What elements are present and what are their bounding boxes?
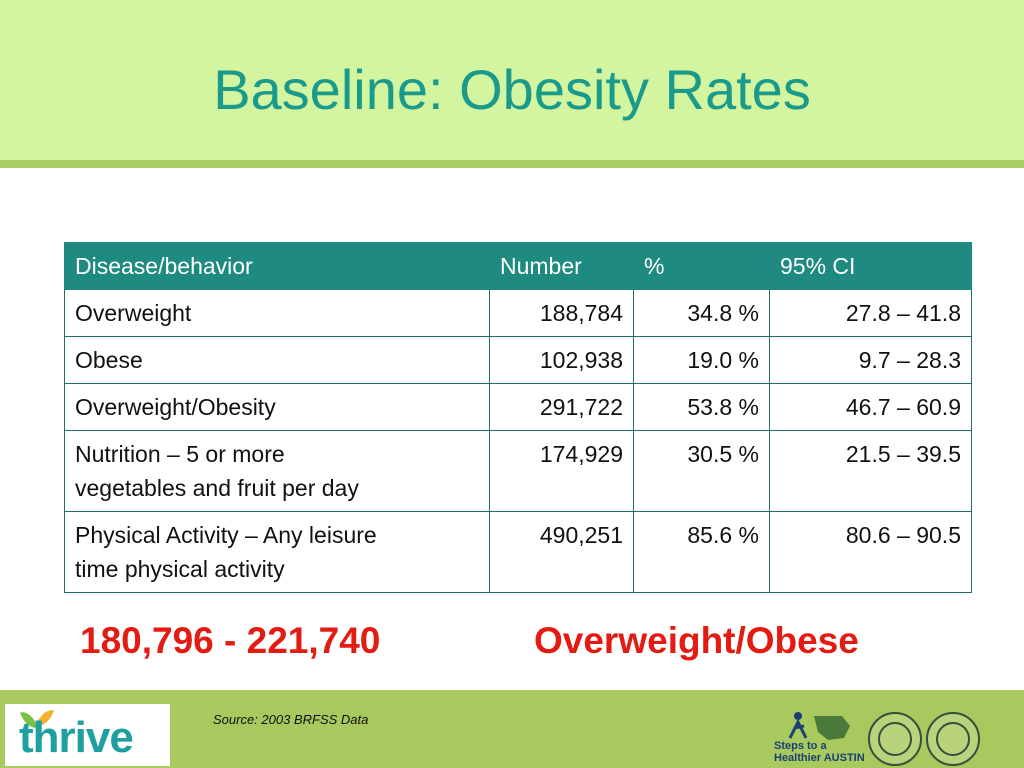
table-row: Overweight 188,784 34.8 % 27.8 – 41.8: [64, 289, 972, 337]
source-note: Source: 2003 BRFSS Data: [213, 712, 369, 727]
footer-band: [0, 690, 1024, 768]
summary-label: Overweight/Obese: [534, 620, 859, 661]
city-seal-icon: [868, 712, 922, 766]
row-label-line: Nutrition – 5 or more: [75, 441, 285, 467]
row-label: Nutrition – 5 or more vegetables and fru…: [64, 430, 490, 512]
row-percent: 85.6 %: [633, 511, 770, 593]
logo-wordmark: thrive: [19, 713, 134, 762]
steps-logo-text: Steps to a Healthier AUSTIN: [774, 740, 865, 764]
slide-title: Baseline: Obesity Rates: [213, 58, 811, 121]
row-label: Overweight: [64, 289, 490, 337]
row-number: 291,722: [489, 383, 634, 431]
row-label: Obese: [64, 336, 490, 384]
row-percent: 19.0 %: [633, 336, 770, 384]
row-percent: 34.8 %: [633, 289, 770, 337]
row-label: Overweight/Obesity: [64, 383, 490, 431]
row-ci: 46.7 – 60.9: [769, 383, 972, 431]
row-ci: 27.8 – 41.8: [769, 289, 972, 337]
row-percent: 53.8 %: [633, 383, 770, 431]
row-ci: 21.5 – 39.5: [769, 430, 972, 512]
row-number: 188,784: [489, 289, 634, 337]
row-ci: 9.7 – 28.3: [769, 336, 972, 384]
table-row: Physical Activity – Any leisure time phy…: [64, 511, 972, 593]
row-percent: 30.5 %: [633, 430, 770, 512]
column-header-disease: Disease/behavior: [64, 242, 490, 290]
table-row: Nutrition – 5 or more vegetables and fru…: [64, 430, 972, 512]
table-header-row: Disease/behavior Number % 95% CI: [64, 242, 972, 290]
slide-header-band: [0, 0, 1024, 160]
row-label-line: vegetables and fruit per day: [75, 475, 359, 501]
column-header-number: Number: [489, 242, 634, 290]
steps-austin-logo: Steps to a Healthier AUSTIN: [770, 708, 866, 764]
row-number: 490,251: [489, 511, 634, 593]
summary-range: 180,796 - 221,740: [80, 620, 381, 661]
row-label: Physical Activity – Any leisure time phy…: [64, 511, 490, 593]
row-ci: 80.6 – 90.5: [769, 511, 972, 593]
county-seal-icon: [926, 712, 980, 766]
table-row: Obese 102,938 19.0 % 9.7 – 28.3: [64, 336, 972, 384]
row-label-line: time physical activity: [75, 556, 285, 582]
table-row: Overweight/Obesity 291,722 53.8 % 46.7 –…: [64, 383, 972, 431]
steps-figure-icon: [788, 712, 850, 740]
column-header-ci: 95% CI: [769, 242, 972, 290]
obesity-rates-table: Disease/behavior Number % 95% CI Overwei…: [64, 242, 972, 593]
row-number: 174,929: [489, 430, 634, 512]
header-divider: [0, 160, 1024, 168]
column-header-percent: %: [633, 242, 770, 290]
ithrive-logo: thrive: [5, 704, 170, 766]
row-label-line: Physical Activity – Any leisure: [75, 522, 377, 548]
row-number: 102,938: [489, 336, 634, 384]
